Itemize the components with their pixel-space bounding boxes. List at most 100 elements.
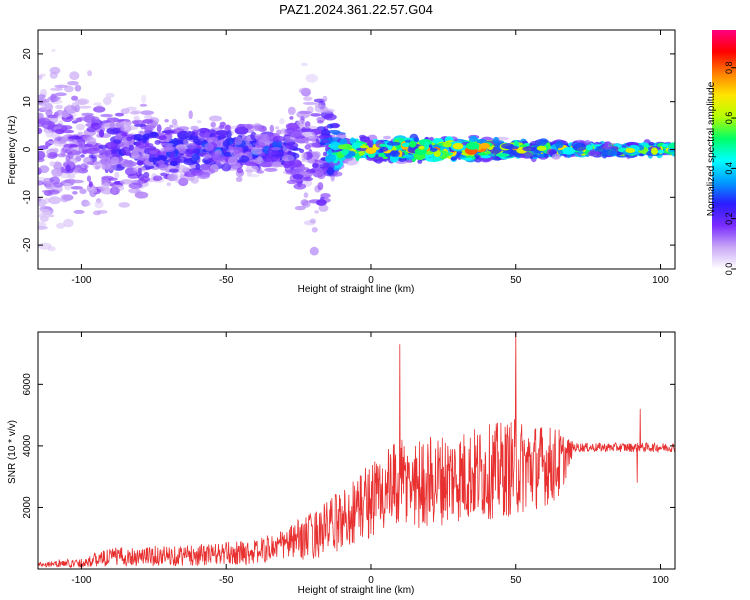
colorbar-tick-label: 0.4 (724, 162, 734, 175)
spectral-blob (134, 191, 149, 199)
spectral-blob (76, 153, 81, 161)
spectral-blob (142, 133, 150, 141)
spectral-blob (101, 162, 106, 171)
y-tick-label: -20 (22, 237, 33, 252)
spectral-blob (589, 148, 595, 156)
spectral-blob (572, 143, 587, 152)
spectral-blob (585, 144, 594, 151)
spectral-blob (67, 104, 72, 110)
spectrogram-blobs (38, 48, 675, 256)
y-tick-label: 4000 (22, 434, 33, 457)
spectral-blob (210, 133, 216, 137)
spectral-blob (314, 210, 319, 214)
spectral-blob (119, 179, 134, 185)
x-tick-label: -100 (71, 575, 91, 586)
spectral-blob (84, 143, 93, 148)
spectral-blob (40, 215, 49, 222)
spectral-blob (137, 137, 143, 142)
spectral-blob (562, 147, 576, 155)
spectral-blob (309, 246, 319, 256)
spectral-blob (100, 113, 113, 118)
spectral-blob (87, 137, 97, 145)
spectral-blob (233, 144, 242, 154)
spectral-blob (73, 209, 85, 214)
x-tick-label: 50 (510, 275, 522, 286)
spectral-blob (63, 85, 74, 93)
spectral-blob (120, 146, 131, 156)
spectral-blob (255, 141, 265, 148)
spectral-blob (578, 150, 584, 155)
spectral-blob (459, 155, 467, 159)
spectral-blob (272, 161, 284, 168)
y-tick-label: 6000 (22, 373, 33, 396)
spectral-blob (201, 167, 215, 175)
spectral-blob (70, 186, 83, 190)
spectral-blob (107, 177, 118, 181)
spectral-blob (133, 115, 140, 121)
colorbar-tick-label: 0.6 (724, 112, 734, 125)
spectral-blob (486, 150, 491, 155)
spectral-blob (110, 186, 120, 195)
colorbar-tick-label: 0.8 (724, 61, 734, 74)
spectral-blob (77, 105, 92, 109)
spectrogram-y-ticks: -20 -10 0 10 20 (22, 48, 675, 252)
spectral-blob (101, 153, 106, 162)
spectral-blob (280, 128, 288, 135)
spectral-blob (667, 148, 675, 153)
x-tick-label: 0 (368, 575, 374, 586)
spectral-blob (161, 155, 168, 160)
x-tick-label: 100 (652, 575, 669, 586)
spectral-blob (536, 145, 547, 151)
spectral-blob (320, 139, 330, 144)
spectral-blob (314, 167, 324, 176)
spectral-blob (301, 131, 313, 136)
spectral-blob (442, 141, 452, 148)
spectral-blob (45, 182, 55, 190)
spectral-blob (255, 133, 270, 143)
spectral-blob (184, 172, 197, 178)
spectral-blob (365, 147, 377, 154)
spectral-blob (105, 142, 118, 150)
spectral-blob (204, 131, 210, 139)
spectral-blob (156, 124, 162, 133)
spectral-blob (245, 165, 259, 172)
spectral-blob (177, 130, 189, 140)
spectral-blob (63, 182, 72, 191)
spectral-blob (128, 182, 143, 189)
snr-y-ticks: 2000 4000 6000 (22, 373, 675, 519)
spectral-blob (323, 113, 337, 121)
spectral-blob (167, 173, 175, 182)
colorbar: 0.0 0.2 0.4 0.6 0.8 Normalized spectral ampl… (706, 30, 736, 275)
spectral-blob (389, 150, 400, 157)
spectral-blob (359, 136, 370, 143)
spectral-blob (114, 112, 125, 117)
spectral-blob (219, 121, 226, 127)
spectral-blob (264, 167, 278, 172)
spectral-blob (479, 142, 490, 149)
spectral-blob (429, 136, 434, 142)
spectral-blob (150, 131, 158, 137)
spectral-blob (134, 123, 147, 127)
spectral-blob (188, 110, 193, 120)
spectral-blob (298, 87, 311, 94)
spectral-blob (429, 147, 438, 152)
spectral-blob (65, 164, 71, 173)
spectral-blob (250, 147, 263, 155)
spectral-blob (285, 122, 299, 130)
spectral-blob (79, 188, 87, 195)
spectral-blob (106, 117, 114, 121)
spectral-blob (59, 173, 71, 179)
spectral-blob (120, 121, 128, 125)
spectral-blob (38, 242, 52, 250)
spectral-blob (651, 147, 658, 155)
spectral-blob (383, 135, 392, 140)
spectral-blob (300, 62, 309, 67)
spectral-blob (48, 152, 58, 157)
spectral-blob (142, 119, 154, 124)
spectral-blob (136, 160, 144, 166)
spectral-blob (47, 114, 58, 119)
spectral-blob (67, 81, 79, 86)
spectral-blob (158, 135, 167, 141)
spectral-blob (648, 141, 655, 146)
